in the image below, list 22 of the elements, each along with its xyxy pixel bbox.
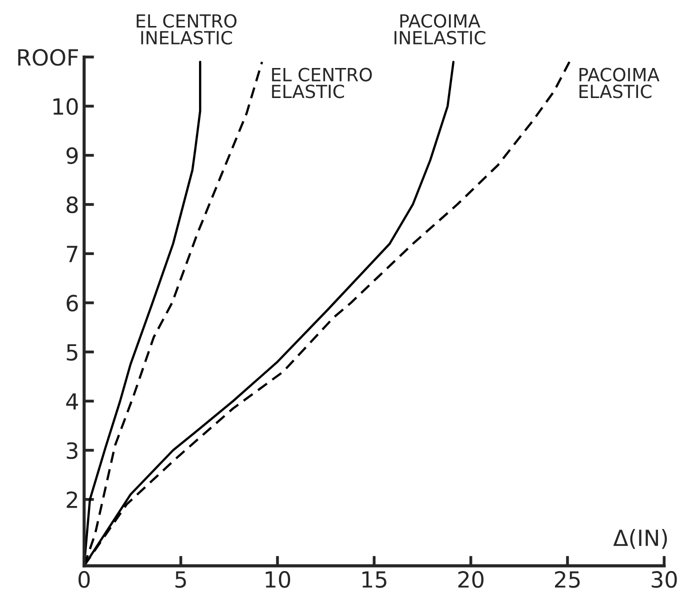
x-tick-label: 15 xyxy=(362,571,386,588)
x-axis-title: Δ(IN) xyxy=(613,529,667,549)
x-tick-label: 30 xyxy=(652,571,677,588)
y-tick-label: 9 xyxy=(66,147,78,164)
y-tick-label: 3 xyxy=(66,442,78,460)
y-tick-label: 4 xyxy=(66,393,78,410)
annotation: EL CENTRO ELASTIC xyxy=(272,68,372,98)
x-tick-label: 5 xyxy=(175,571,186,588)
x-tick-label: 25 xyxy=(554,571,580,588)
x-tick-label: 10 xyxy=(266,571,290,588)
annotation: PACOIMA ELASTIC xyxy=(580,68,660,98)
y-tick-label: 6 xyxy=(66,294,78,312)
annotation: EL CENTRO INELASTIC xyxy=(136,14,236,45)
y-tick-label: 7 xyxy=(66,246,78,262)
y-tick-label: ROOF xyxy=(18,48,78,66)
y-tick-label: 2 xyxy=(66,491,78,508)
x-tick-label: 20 xyxy=(458,571,484,588)
annotation: PACOIMA INELASTIC xyxy=(394,14,486,45)
y-tick-label: 10 xyxy=(53,98,78,115)
y-tick-label: 8 xyxy=(66,196,78,214)
y-tick-label: 5 xyxy=(66,344,78,361)
x-tick-label: 0 xyxy=(78,571,90,588)
